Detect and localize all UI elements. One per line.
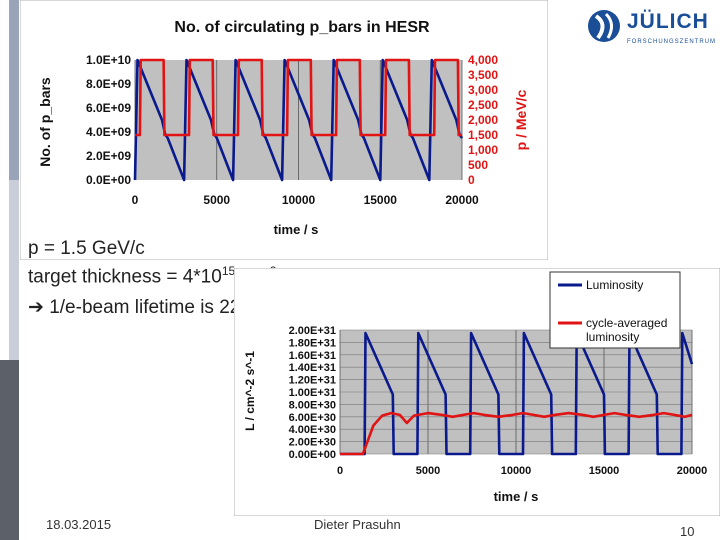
series-line-cycle-averaged-luminosity [340, 411, 693, 456]
right-arrow-icon: ➔ [28, 297, 44, 318]
pbar-y-ticks: 0.0E+00 2.0E+09 4.0E+09 6.0E+09 8.0E+09 1.0E+… [86, 53, 131, 187]
param-momentum: p = 1.5 GeV/c [28, 238, 145, 259]
luminosity-series [340, 331, 694, 456]
x-tick-label: 10000 [282, 193, 316, 207]
luminosity-y-ticks: 0.00E+002.00E+304.00E+306.00E+308.00E+30… [289, 325, 336, 461]
slide-side-bar-middle [9, 180, 19, 360]
y-tick-label: 2.00E+31 [289, 325, 336, 337]
x-tick-label: 10000 [501, 465, 532, 477]
x-tick-label: 5000 [416, 465, 440, 477]
y-tick-label: 0.0E+00 [86, 173, 131, 187]
legend-luminosity-label: Luminosity [586, 278, 643, 292]
x-tick-label: 15000 [364, 193, 398, 207]
y-tick-label: 1.60E+31 [289, 350, 336, 362]
luminosity-x-axis-label: time / s [494, 489, 539, 504]
x-tick-label: 0 [337, 465, 343, 477]
slide-side-bar-top [9, 0, 19, 180]
luminosity-y-axis-label: L / cm^-2 s^-1 [243, 351, 257, 431]
series-line-luminosity [340, 331, 694, 456]
pbar-y-axis-label: No. of p_bars [37, 77, 53, 167]
y-tick-label: 4.00E+30 [289, 424, 336, 436]
y-tick-label: 6.0E+09 [86, 101, 131, 115]
y2-tick-label: 1,500 [468, 128, 498, 142]
logo-name: JÜLICH [627, 10, 709, 33]
footer-author: Dieter Prasuhn [314, 517, 401, 532]
x-tick-label: 15000 [589, 465, 620, 477]
legend-average-label-line2: luminosity [586, 330, 639, 344]
y2-tick-label: 3,000 [468, 83, 498, 97]
y-tick-label: 1.20E+31 [289, 375, 336, 387]
y-tick-label: 0.00E+00 [289, 449, 336, 461]
y-tick-label: 2.00E+30 [289, 437, 336, 449]
y-tick-label: 6.00E+30 [289, 412, 336, 424]
y2-tick-label: 2,500 [468, 98, 498, 112]
luminosity-legend: Luminosity cycle-averaged luminosity [549, 271, 681, 349]
y2-tick-label: 2,000 [468, 113, 498, 127]
y-tick-label: 4.0E+09 [86, 125, 131, 139]
param-lifetime-text: 1/e-beam lifetime is 2200 s [49, 297, 277, 318]
juelich-logo [586, 8, 716, 50]
param-target-exponent: 15 [221, 264, 236, 278]
y2-tick-label: 0 [468, 173, 475, 187]
param-target-prefix: target thickness = 4*10 [28, 266, 222, 288]
legend-average-label-line1: cycle-averaged [586, 316, 667, 330]
footer-date: 18.03.2015 [46, 517, 112, 532]
legend-average-label: cycle-averaged luminosity [586, 316, 671, 344]
y-tick-label: 1.40E+31 [289, 362, 336, 374]
y-tick-label: 8.00E+30 [289, 399, 336, 411]
y-tick-label: 2.0E+09 [86, 149, 131, 163]
x-tick-label: 20000 [677, 465, 708, 477]
luminosity-chart: 0.00E+002.00E+304.00E+306.00E+308.00E+30… [234, 268, 720, 516]
y-tick-label: 1.00E+31 [289, 387, 336, 399]
y2-tick-label: 500 [468, 158, 488, 172]
y2-tick-label: 4,000 [468, 53, 498, 67]
pbar-chart: No. of circulating p_bars in HESR 0.0E+0… [20, 0, 548, 260]
pbar-chart-title: No. of circulating p_bars in HESR [174, 19, 430, 36]
y2-tick-label: 3,500 [468, 68, 498, 82]
y2-tick-label: 1,000 [468, 143, 498, 157]
juelich-logo-mark-icon [588, 10, 620, 42]
pbar-y2-axis-label: p / MeV/c [513, 89, 529, 150]
x-tick-label: 0 [132, 193, 139, 207]
y-tick-label: 8.0E+09 [86, 77, 131, 91]
y-tick-label: 1.0E+10 [86, 53, 131, 67]
param-lifetime: ➔ 1/e-beam lifetime is 2200 s [28, 296, 276, 319]
series-line-momentum [135, 58, 462, 137]
pbar-x-ticks: 0 5000 10000 15000 20000 [132, 193, 479, 207]
luminosity-x-ticks: 0 5000 10000 15000 20000 [337, 465, 707, 477]
pbar-series [133, 58, 464, 182]
x-tick-label: 20000 [445, 193, 479, 207]
page-number: 10 [680, 524, 695, 539]
slide-side-bar-bottom [0, 360, 19, 540]
y-tick-label: 1.80E+31 [289, 337, 336, 349]
pbar-x-axis-label: time / s [274, 222, 319, 237]
x-tick-label: 5000 [203, 193, 230, 207]
logo-subtitle: FORSCHUNGSZENTRUM [627, 39, 716, 45]
